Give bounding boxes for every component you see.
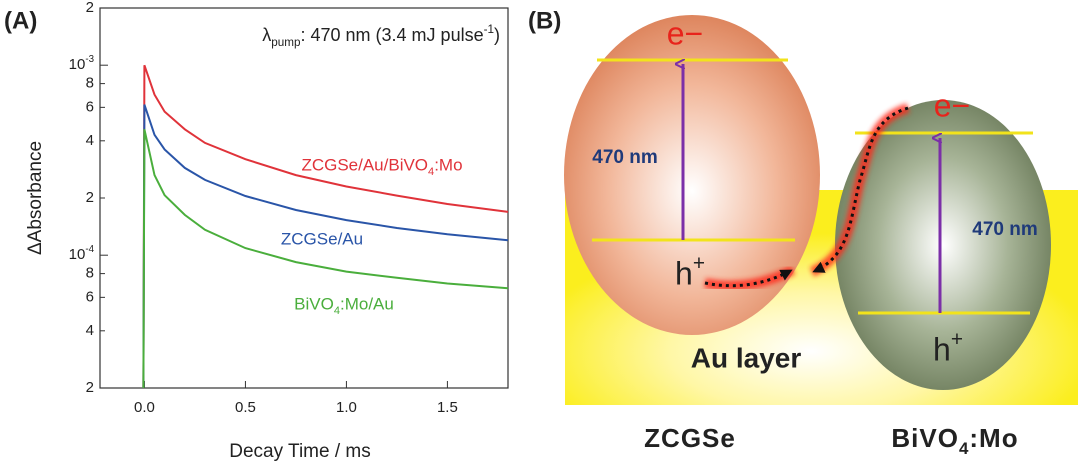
electron-transfer-arrow: [812, 106, 909, 273]
annotation: λpump: 470 nm (3.4 mJ pulse-1): [262, 23, 500, 49]
x-axis-title: Decay Time / ms: [229, 441, 370, 462]
y-axis-title: ΔAbsorbance: [25, 141, 46, 255]
material-label: BiVO4:Mo: [891, 423, 1018, 458]
electron-label: e−: [934, 87, 970, 123]
series-line: [142, 64, 509, 389]
series-label: ZCGSe/Au: [281, 229, 363, 248]
y-tick-label: 10-4: [69, 244, 95, 263]
series-label: ZCGSe/Au/BiVO4:Mo: [301, 155, 462, 177]
y-tick-label: 6: [86, 98, 94, 115]
hole-label: h+: [933, 328, 963, 367]
hole-label: h+: [675, 252, 705, 291]
y-tick-label: 2: [86, 0, 94, 16]
layer-label: Au layer: [691, 342, 802, 373]
series-label: BiVO4:Mo/Au: [294, 294, 394, 316]
wavelength-label: 470 nm: [592, 147, 657, 168]
y-tick-label: 10-3: [69, 54, 94, 73]
y-tick-label: 4: [86, 322, 94, 339]
series-line: [142, 129, 509, 389]
plot-area: 2 4 6 8 10-4 2 4 6 8 10-3 2 0.0 0.5 1.0 1.5 λpump: 470 …: [69, 0, 509, 416]
y-tick-label: 4: [86, 132, 94, 149]
diagram: (B) e− e− 470 nm 470 nm h+ h+ Au layer Z…: [528, 7, 1078, 458]
plot-frame: [99, 7, 509, 389]
x-tick-label: 0.0: [134, 399, 155, 416]
x-tick-label: 1.5: [437, 399, 458, 416]
y-tick-label: 8: [86, 75, 94, 92]
material-label: ZCGSe: [644, 423, 736, 453]
x-tick-label: 0.5: [235, 399, 256, 416]
y-tick-label: 6: [86, 288, 94, 305]
y-tick-label: 2: [86, 379, 94, 396]
zcgse-particle: [564, 15, 820, 335]
hole-transfer-arrow: [704, 269, 793, 288]
x-tick-label: 1.0: [336, 399, 357, 416]
wavelength-label: 470 nm: [972, 219, 1037, 240]
panel-label: (B): [528, 7, 561, 34]
bivo4-particle: [835, 100, 1051, 390]
y-tick-label: 8: [86, 265, 94, 282]
electron-label: e−: [667, 15, 703, 51]
series-line: [142, 104, 509, 389]
panel-label: (A): [4, 7, 37, 34]
y-tick-label: 2: [86, 189, 94, 206]
